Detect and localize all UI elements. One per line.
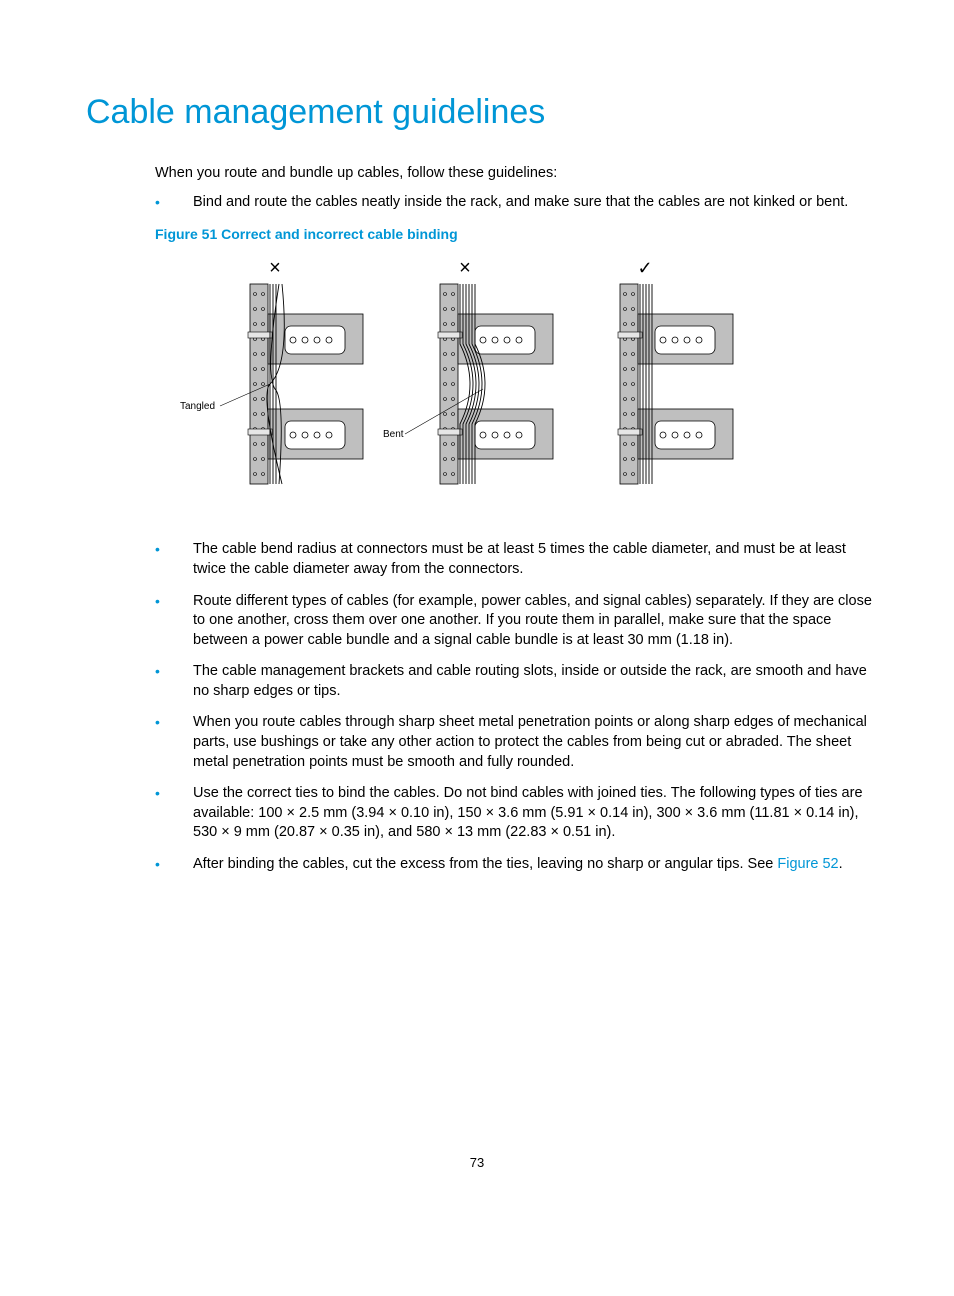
tangled-label: Tangled xyxy=(180,401,215,412)
bullet-item: After binding the cables, cut the excess… xyxy=(155,855,874,875)
bullet-item: Route different types of cables (for exa… xyxy=(155,592,874,651)
wrong-mark-icon: × xyxy=(269,257,281,279)
bullet-item: The cable management brackets and cable … xyxy=(155,662,874,701)
bent-label: Bent xyxy=(383,429,404,440)
page-number: 73 xyxy=(80,1154,874,1172)
right-mark-icon: ✓ xyxy=(637,258,652,278)
bullet-item: Use the correct ties to bind the cables.… xyxy=(155,784,874,843)
bullet-list-bottom: The cable bend radius at connectors must… xyxy=(155,540,874,874)
bullet-text-post: . xyxy=(839,856,843,872)
bullet-item: When you route cables through sharp shee… xyxy=(155,713,874,772)
intro-text: When you route and bundle up cables, fol… xyxy=(155,164,874,184)
bullet-text-pre: After binding the cables, cut the excess… xyxy=(193,856,777,872)
figure-52-link[interactable]: Figure 52 xyxy=(777,856,838,872)
bullet-item: Bind and route the cables neatly inside … xyxy=(155,193,874,213)
wrong-mark-icon: × xyxy=(459,257,471,279)
bullet-item: The cable bend radius at connectors must… xyxy=(155,540,874,579)
page-heading: Cable management guidelines xyxy=(86,90,874,136)
bullet-list-top: Bind and route the cables neatly inside … xyxy=(155,193,874,213)
figure-caption: Figure 51 Correct and incorrect cable bi… xyxy=(155,225,874,244)
figure-51: × xyxy=(175,254,874,511)
